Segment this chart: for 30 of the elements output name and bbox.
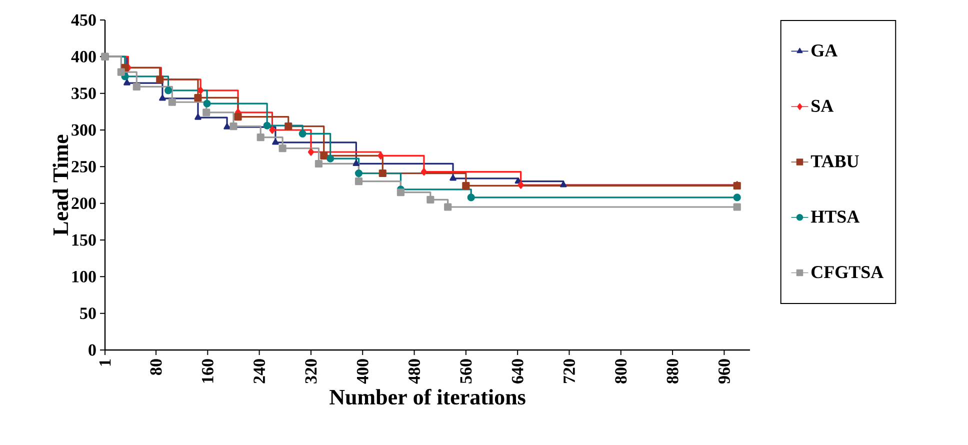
x-tick-label: 720 <box>563 359 575 384</box>
y-tick-label: 300 <box>72 124 96 136</box>
y-axis-title: Lead Time <box>52 134 68 236</box>
legend-label: GA <box>812 44 838 57</box>
x-tick-label: 1 <box>99 359 111 366</box>
legend-label: TABU <box>810 155 859 168</box>
y-tick-label: 350 <box>72 88 96 100</box>
x-tick-label: 640 <box>512 359 524 384</box>
legend-label: SA <box>812 100 834 112</box>
x-tick-label: 880 <box>666 359 678 384</box>
y-tick-label: 0 <box>88 344 96 356</box>
x-tick-label: 960 <box>718 359 730 384</box>
y-tick-label: 50 <box>80 308 96 320</box>
x-tick-label: 320 <box>305 359 317 384</box>
x-tick-label: 800 <box>615 359 627 384</box>
x-axis-title: Number of iterations <box>330 388 526 405</box>
y-tick-label: 250 <box>72 160 96 172</box>
x-tick-label: 160 <box>202 359 214 383</box>
x-tick-label: 400 <box>356 359 368 384</box>
x-tick-label: 560 <box>460 359 472 384</box>
y-tick-label: 400 <box>71 50 96 62</box>
y-tick-label: 450 <box>71 14 96 26</box>
y-tick-label: 200 <box>72 198 96 210</box>
y-tick-label: 100 <box>72 270 96 282</box>
y-tick-label: 150 <box>72 234 96 246</box>
legend-label: HTSA <box>810 210 860 223</box>
legend-label: CFGTSA <box>812 266 884 278</box>
x-tick-label: 480 <box>408 359 420 384</box>
x-tick-label: 240 <box>254 359 266 384</box>
x-tick-label: 80 <box>150 359 162 375</box>
